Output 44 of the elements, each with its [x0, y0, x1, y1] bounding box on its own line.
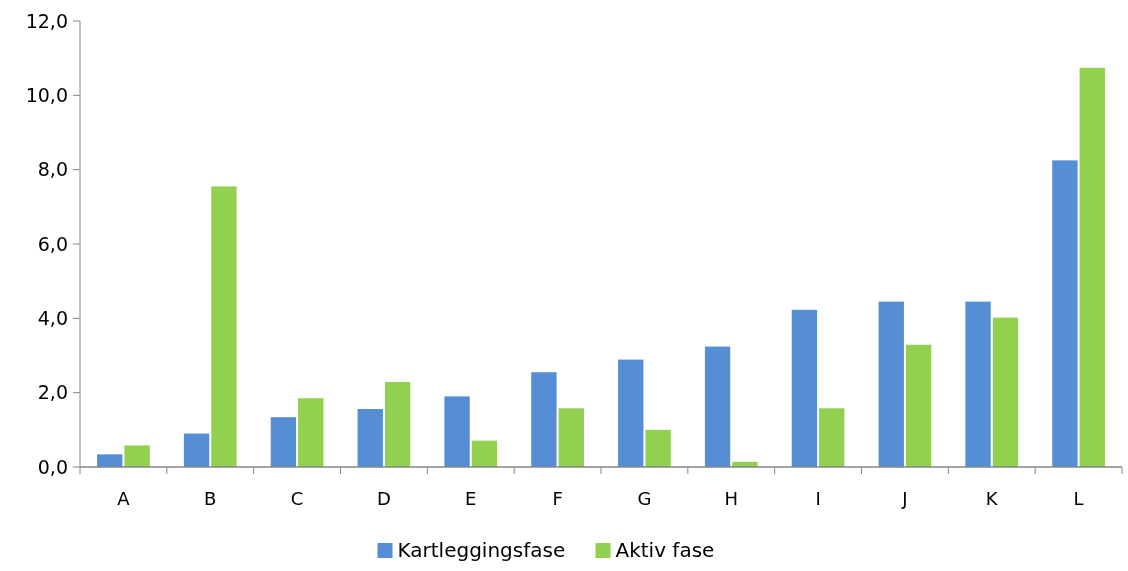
bar	[992, 317, 1019, 467]
bar	[124, 445, 150, 467]
x-tick-label: D	[376, 488, 391, 509]
bar	[531, 372, 557, 467]
y-tick-label: 6,0	[37, 232, 68, 255]
bar	[357, 409, 383, 467]
bar	[97, 454, 123, 467]
bar	[791, 309, 818, 467]
bar	[905, 344, 932, 467]
bar	[183, 433, 210, 467]
x-tick-label: G	[637, 488, 652, 509]
bar	[704, 346, 731, 467]
bar	[384, 381, 411, 467]
x-tick-label: K	[985, 488, 999, 509]
bar	[270, 417, 297, 467]
bar	[819, 408, 845, 467]
y-tick-label: 0,0	[37, 455, 68, 478]
x-tick-label: J	[901, 488, 908, 509]
y-tick-label: 4,0	[37, 306, 68, 329]
bar	[471, 440, 498, 467]
x-tick-label: A	[117, 488, 131, 509]
x-tick-label: L	[1073, 488, 1084, 509]
x-tick-label: B	[204, 488, 217, 509]
bar	[1079, 67, 1105, 467]
y-tick-label: 8,0	[37, 158, 68, 181]
x-tick-label: F	[552, 488, 563, 509]
x-tick-label: I	[815, 488, 821, 509]
bar	[558, 408, 584, 467]
y-tick-label: 10,0	[25, 83, 68, 106]
y-tick-label: 12,0	[25, 9, 68, 32]
x-tick-label: H	[724, 488, 739, 509]
bar	[1052, 160, 1078, 467]
x-tick-label: C	[290, 488, 304, 509]
legend-label: Aktiv fase	[615, 538, 715, 562]
x-tick-label: E	[465, 488, 477, 509]
bar	[211, 186, 237, 467]
bar	[878, 301, 904, 467]
bar	[965, 301, 991, 467]
bar	[645, 429, 671, 467]
legend-label: Kartleggingsfase	[397, 538, 566, 562]
bar	[298, 398, 324, 467]
bar	[618, 359, 644, 467]
y-tick-label: 2,0	[37, 381, 68, 404]
bar	[444, 396, 470, 467]
